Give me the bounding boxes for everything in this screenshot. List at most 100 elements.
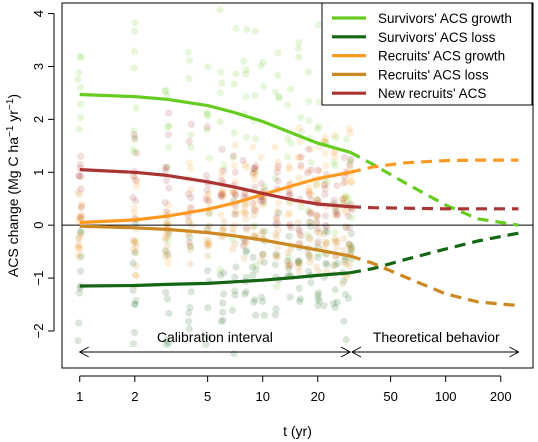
scatter-point: [260, 82, 268, 90]
scatter-point: [216, 266, 224, 274]
scatter-point: [251, 92, 259, 100]
scatter-point: [129, 194, 137, 202]
scatter-point: [242, 93, 250, 101]
scatter-point: [132, 182, 140, 191]
scatter-point: [306, 236, 314, 244]
scatter-point: [204, 333, 212, 341]
scatter-point: [347, 244, 355, 252]
scatter-point: [130, 64, 138, 72]
scatter-point: [339, 195, 347, 204]
scatter-point: [185, 309, 193, 317]
scatter-point: [242, 215, 250, 223]
scatter-point: [331, 153, 339, 161]
scatter-point: [130, 300, 138, 308]
scatter-point: [184, 317, 193, 325]
scatter-point: [251, 168, 259, 176]
scatter-point: [203, 126, 211, 134]
scatter-point: [231, 240, 239, 248]
scatter-point: [161, 199, 169, 207]
scatter-point: [274, 199, 283, 207]
scatter-point: [162, 229, 170, 237]
scatter-point: [320, 230, 328, 238]
scatter-point: [284, 135, 292, 143]
scatter-point: [294, 218, 302, 226]
scatter-point: [315, 167, 323, 175]
scatter-point: [249, 143, 257, 151]
scatter-point: [162, 247, 170, 255]
scatter-point: [131, 249, 139, 257]
scatter-point: [330, 149, 338, 157]
scatter-point: [216, 118, 224, 126]
scatter-point: [229, 189, 237, 197]
scatter-point: [161, 247, 170, 255]
scatter-point: [133, 177, 141, 185]
scatter-point: [342, 177, 350, 185]
scatter-point: [243, 247, 251, 255]
scatter-point: [132, 197, 140, 205]
scatter-point: [273, 207, 281, 215]
scatter-point: [164, 123, 172, 131]
scatter-point: [275, 93, 283, 101]
scatter-point: [320, 181, 328, 189]
scatter-point: [229, 224, 237, 232]
scatter-point: [259, 250, 267, 258]
scatter-point: [202, 340, 210, 348]
scatter-point: [342, 135, 351, 143]
scatter-point: [342, 193, 350, 201]
scatter-point: [340, 277, 348, 285]
scatter-point: [229, 245, 237, 253]
scatter-point: [294, 257, 302, 265]
scatter-point: [305, 190, 313, 198]
scatter-point: [131, 19, 139, 27]
scatter-point: [307, 210, 315, 218]
scatter-point: [131, 135, 139, 143]
scatter-point: [239, 156, 247, 164]
scatter-point: [165, 109, 173, 117]
scatter-point: [242, 238, 250, 246]
scatter-point: [232, 210, 240, 218]
scatter-point: [345, 242, 354, 250]
scatter-point: [75, 172, 83, 180]
scatter-point: [217, 167, 225, 175]
scatter-point: [241, 201, 249, 209]
scatter-point: [286, 191, 294, 199]
scatter-point: [185, 238, 193, 247]
scatter-point: [250, 176, 258, 184]
scatter-point: [258, 293, 266, 302]
scatter-point: [77, 54, 85, 62]
series-line-projection: [349, 205, 519, 211]
scatter-point: [74, 188, 82, 196]
scatter-point: [304, 207, 312, 215]
scatter-point: [333, 238, 341, 246]
scatter-point: [321, 212, 330, 220]
scatter-point: [260, 183, 269, 191]
scatter-point: [340, 246, 348, 254]
legend-label: Recruits' ACS growth: [378, 49, 505, 64]
scatter-point: [333, 243, 341, 251]
scatter-point: [321, 238, 329, 246]
y-tick-label: −2: [31, 324, 46, 339]
scatter-point: [206, 222, 214, 230]
scatter-point: [295, 231, 303, 239]
scatter-point: [345, 240, 353, 248]
scatter-point: [219, 193, 227, 201]
scatter-point: [187, 186, 195, 194]
scatter-point: [272, 252, 280, 260]
scatter-point: [78, 200, 86, 208]
scatter-point: [304, 231, 312, 239]
scatter-point: [294, 263, 302, 271]
scatter-point: [284, 258, 292, 266]
scatter-point: [331, 235, 339, 243]
scatter-point: [305, 252, 313, 260]
scatter-point: [260, 227, 269, 236]
scatter-point: [75, 233, 83, 242]
scatter-point: [295, 39, 303, 47]
scatter-point: [342, 260, 350, 268]
scatter-point: [285, 263, 293, 271]
scatter-point: [186, 303, 194, 312]
scatter-point: [217, 192, 225, 200]
scatter-point: [229, 187, 237, 195]
scatter-point: [306, 258, 314, 266]
scatter-point: [232, 190, 240, 198]
scatter-point: [77, 114, 85, 122]
